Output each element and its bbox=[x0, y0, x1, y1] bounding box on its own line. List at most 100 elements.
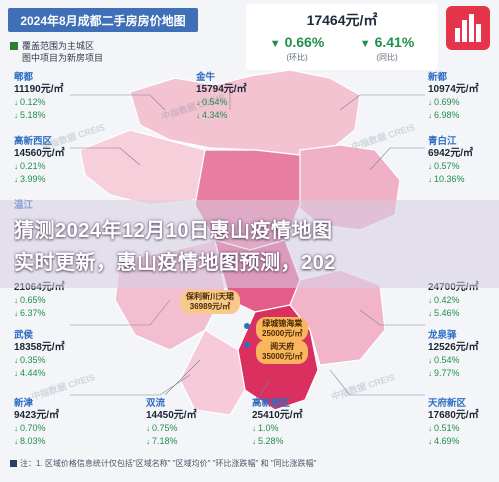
map-region-north bbox=[129, 69, 361, 156]
district-tianfu-new: 天府新区 17680元/㎡ ↓ 0.51% ↓ 4.69% bbox=[428, 398, 496, 448]
district-value: 5.46% bbox=[434, 308, 460, 318]
change-rate: ↓ 5.18% bbox=[14, 109, 82, 122]
triangle-down-icon: ↓ bbox=[428, 356, 432, 365]
change-rate: ↓ 9.77% bbox=[428, 367, 496, 380]
district-value: 0.54% bbox=[434, 355, 460, 365]
district-value: 18358元/㎡ bbox=[14, 342, 65, 353]
average-price-box: 17464元/㎡ ▼ 0.66% (环比) ▼ 6.41% (同比) bbox=[246, 4, 438, 70]
change-rate: ↓ 0.54% bbox=[196, 96, 264, 109]
change-rate: ↓ 4.44% bbox=[14, 367, 82, 380]
district-gaoxin-south: 高新南区 25410元/㎡ ↓ 1.0% ↓ 5.28% bbox=[252, 398, 320, 448]
district-value: 6942元/㎡ bbox=[428, 148, 474, 159]
footnote: 注：1. 区域价格信息统计仅包括"区域名称" "区域均价" "环比涨跌幅" 和 … bbox=[10, 458, 494, 469]
change-rate: ↓ 0.75% bbox=[146, 422, 214, 435]
district-value: 0.70% bbox=[20, 423, 46, 433]
district-qingbaijiang: 青白江 6942元/㎡ ↓ 0.57% ↓ 10.36% bbox=[428, 136, 496, 186]
district-value: 0.42% bbox=[434, 295, 460, 305]
headline-line-1: 猜测2024年12月10日惠山疫情地图 bbox=[14, 220, 333, 242]
district-xindu: 新都 10974元/㎡ ↓ 0.69% ↓ 6.98% bbox=[428, 72, 496, 122]
triangle-down-icon: ↓ bbox=[14, 356, 18, 365]
triangle-down-icon: ↓ bbox=[14, 98, 18, 107]
district-value: 0.57% bbox=[434, 161, 460, 171]
triangle-down-icon: ↓ bbox=[428, 111, 432, 120]
district-value: 3.99% bbox=[20, 174, 46, 184]
triangle-down-icon: ↓ bbox=[428, 175, 432, 184]
district-value: 10974元/㎡ bbox=[428, 84, 479, 95]
district-value: 6.98% bbox=[434, 110, 460, 120]
district-value: 25000元/㎡ bbox=[262, 329, 303, 338]
district-value: 5.18% bbox=[20, 110, 46, 120]
district-value: 高新西区 bbox=[14, 136, 53, 147]
triangle-down-icon: ↓ bbox=[14, 437, 18, 446]
district-value: 1.0% bbox=[258, 423, 279, 433]
district-wuhou: 武侯 18358元/㎡ ↓ 0.35% ↓ 4.44% bbox=[14, 330, 82, 380]
triangle-down-icon: ↓ bbox=[14, 175, 18, 184]
change-rate: ↓ 0.69% bbox=[428, 96, 496, 109]
triangle-down-icon: ↓ bbox=[14, 296, 18, 305]
change-rate: ↓ 3.99% bbox=[14, 173, 82, 186]
district-value: 双流 bbox=[146, 398, 166, 409]
leader-lines bbox=[70, 88, 425, 396]
district-value: 11190元/㎡ bbox=[14, 84, 64, 95]
legend-square-icon bbox=[10, 42, 18, 50]
change-rate: ↓ 5.46% bbox=[428, 307, 496, 320]
note-square-icon bbox=[10, 460, 17, 467]
triangle-down-icon: ↓ bbox=[428, 369, 432, 378]
district-value: 36989元/㎡ bbox=[189, 302, 231, 311]
project-pin-baoli: 保利新川天珺 36989元/㎡ bbox=[180, 290, 240, 314]
district-jinniu: 金牛 15794元/㎡ ↓ 0.54% ↓ 4.34% bbox=[196, 72, 264, 122]
triangle-down-icon: ↓ bbox=[14, 424, 18, 433]
district-value: 7.18% bbox=[152, 436, 178, 446]
triangle-down-icon: ↓ bbox=[252, 437, 256, 446]
district-value: 保利新川天珺 bbox=[186, 292, 234, 301]
triangle-down-icon: ↓ bbox=[14, 369, 18, 378]
change-rate: ↓ 5.28% bbox=[252, 435, 320, 448]
triangle-down-icon: ↓ bbox=[14, 111, 18, 120]
headline-line-2: 实时更新，惠山疫情地图预测，202 bbox=[14, 252, 336, 274]
triangle-down-icon: ↓ bbox=[428, 424, 432, 433]
district-value: 0.12% bbox=[20, 97, 46, 107]
triangle-down-icon: ↓ bbox=[428, 437, 432, 446]
change-rate: ↓ 8.03% bbox=[14, 435, 82, 448]
district-value: 0.75% bbox=[152, 423, 178, 433]
change-rate: ↓ 0.57% bbox=[428, 160, 496, 173]
triangle-down-icon: ↓ bbox=[252, 424, 256, 433]
triangle-down-icon: ▼ bbox=[269, 38, 281, 50]
change-rate: ↓ 0.21% bbox=[14, 160, 82, 173]
triangle-down-icon: ↓ bbox=[14, 309, 18, 318]
district-value: 绿城锦海棠 bbox=[262, 319, 303, 328]
triangle-down-icon: ↓ bbox=[428, 162, 432, 171]
triangle-down-icon: ↓ bbox=[196, 98, 200, 107]
project-pin-yuetianfu: 阅天府 35000元/㎡ bbox=[256, 340, 309, 364]
change-rate: ↓ 6.98% bbox=[428, 109, 496, 122]
triangle-down-icon: ↓ bbox=[428, 309, 432, 318]
district-value: 高新南区 bbox=[252, 398, 291, 409]
project-dot bbox=[244, 323, 250, 329]
district-value: 10.36% bbox=[434, 174, 465, 184]
district-value: 天府新区 bbox=[428, 398, 467, 409]
change-rate: ↓ 4.69% bbox=[428, 435, 496, 448]
district-value: 0.35% bbox=[20, 355, 46, 365]
district-value: 龙泉驿 bbox=[428, 330, 457, 341]
district-value: 0.54% bbox=[202, 97, 228, 107]
legend-line-coverage: 覆盖范围为主城区 bbox=[10, 40, 103, 52]
district-value: 0.69% bbox=[434, 97, 460, 107]
change-rate: ↓ 0.12% bbox=[14, 96, 82, 109]
change-rate: ↓ 0.70% bbox=[14, 422, 82, 435]
district-value: 0.65% bbox=[20, 295, 46, 305]
district-value: 4.44% bbox=[20, 368, 46, 378]
district-xinjin: 新津 9423元/㎡ ↓ 0.70% ↓ 8.03% bbox=[14, 398, 82, 448]
district-value: 新都 bbox=[428, 72, 448, 83]
legend-line-projects: 图中项目为新房项目 bbox=[22, 53, 104, 63]
district-gaoxin-west: 高新西区 14560元/㎡ ↓ 0.21% ↓ 3.99% bbox=[14, 136, 82, 186]
change-rate: ↓ 0.54% bbox=[428, 354, 496, 367]
district-value: 武侯 bbox=[14, 330, 34, 341]
headline-overlay bbox=[0, 200, 499, 288]
district-value: 17680元/㎡ bbox=[428, 410, 479, 421]
district-value: 4.34% bbox=[202, 110, 228, 120]
district-value: 5.28% bbox=[258, 436, 284, 446]
avg-yoy-change: ▼ 6.41% (同比) bbox=[359, 34, 415, 62]
change-rate: ↓ 0.65% bbox=[14, 294, 82, 307]
district-value: 4.69% bbox=[434, 436, 460, 446]
